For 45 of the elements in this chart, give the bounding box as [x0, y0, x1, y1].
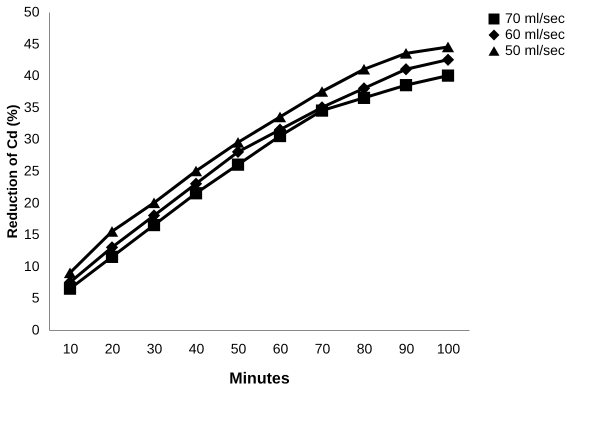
y-axis-title: Reduction of Cd (%)	[4, 104, 20, 238]
y-tick-label: 15	[24, 226, 40, 242]
point	[400, 79, 412, 92]
point	[400, 63, 412, 76]
x-tick-label: 90	[398, 340, 414, 356]
point	[442, 54, 454, 66]
y-tick-label: 5	[32, 290, 40, 306]
x-tick-label: 80	[356, 340, 372, 356]
x-tick-label: 20	[104, 340, 120, 356]
point	[442, 42, 454, 52]
point	[148, 218, 160, 232]
x-tick-label: 30	[146, 340, 162, 356]
y-tick-label: 20	[24, 194, 40, 210]
point	[106, 226, 118, 237]
point	[106, 250, 118, 263]
point	[316, 86, 328, 97]
y-tick-label: 35	[24, 98, 40, 115]
y-tick-label: 30	[24, 130, 40, 147]
point	[232, 137, 244, 148]
point	[190, 166, 202, 176]
y-tick-label: 45	[24, 35, 40, 52]
point	[442, 69, 454, 82]
point	[148, 197, 160, 208]
point	[358, 64, 370, 75]
y-tick-label: 10	[24, 258, 40, 274]
legend-label: 50 ml/sec	[505, 42, 565, 58]
y-tick-label: 50	[24, 4, 40, 20]
point	[232, 158, 244, 171]
point	[358, 92, 370, 104]
point	[190, 187, 202, 200]
point	[64, 267, 76, 278]
y-tick-label: 40	[24, 67, 40, 84]
x-tick-label: 70	[314, 340, 330, 356]
x-tick-label: 50	[230, 340, 246, 356]
y-tick-label: 25	[24, 162, 40, 178]
legend-label: 60 ml/sec	[505, 26, 565, 42]
point	[400, 48, 412, 59]
x-tick-label: 60	[272, 340, 288, 356]
legend-label: 70 ml/sec	[505, 10, 565, 26]
y-tick-label: 0	[32, 322, 40, 338]
x-tick-label: 40	[188, 340, 204, 356]
point	[274, 112, 286, 122]
x-tick-label: 10	[62, 340, 78, 356]
x-axis-title: Minutes	[229, 370, 290, 388]
x-tick-label: 100	[436, 340, 460, 356]
